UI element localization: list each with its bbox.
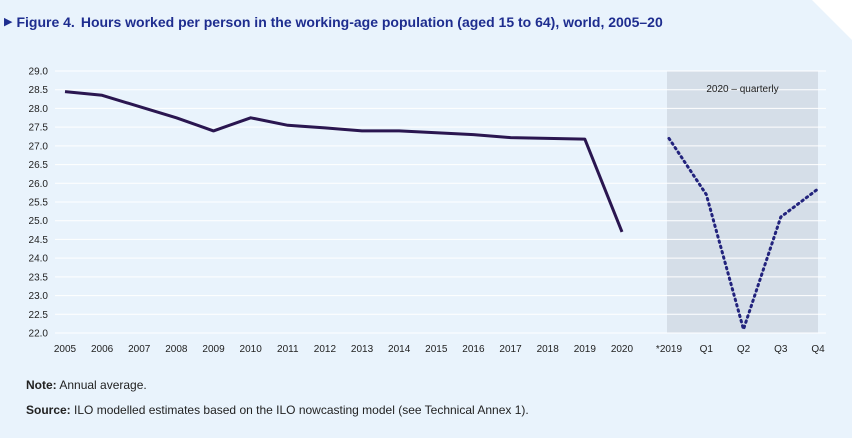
quarterly-panel-label: 2020 – quarterly (706, 84, 778, 95)
x-tick-label: 2015 (425, 344, 448, 355)
x-tick-label: 2008 (165, 344, 188, 355)
y-tick-label: 24.0 (29, 254, 49, 265)
y-tick-label: 27.0 (29, 141, 49, 152)
x-tick-label: 2017 (499, 344, 522, 355)
x-tick-label: 2013 (351, 344, 374, 355)
note-label: Note: (26, 378, 57, 392)
x-tick-label-quarterly: Q3 (774, 344, 788, 355)
x-tick-label: 2019 (574, 344, 597, 355)
y-tick-label: 25.5 (29, 198, 49, 209)
x-tick-label-quarterly: Q1 (700, 344, 714, 355)
y-tick-label: 23.0 (29, 291, 49, 302)
x-tick-label: 2016 (462, 344, 485, 355)
note-line: Note: Annual average. (26, 378, 147, 392)
note-text: Annual average. (56, 378, 147, 392)
y-tick-label: 23.5 (29, 272, 49, 283)
y-tick-label: 26.0 (29, 179, 49, 190)
quarterly-series-line (667, 136, 820, 335)
x-tick-label-quarterly: Q2 (737, 344, 751, 355)
x-tick-label: 2011 (277, 344, 299, 355)
figure-label: Figure 4. (16, 14, 75, 30)
source-line: Source: ILO modelled estimates based on … (26, 403, 529, 417)
x-tick-label: 2012 (314, 344, 337, 355)
x-tick-label: 2006 (91, 344, 114, 355)
figure-title: ▶ Figure 4. Hours worked per person in the… (4, 14, 844, 32)
y-tick-label: 26.5 (29, 160, 49, 171)
y-tick-label: 24.5 (29, 235, 49, 246)
source-label: Source: (26, 403, 71, 417)
x-tick-label: 2005 (54, 344, 77, 355)
source-text: ILO modelled estimates based on the ILO … (70, 403, 529, 417)
y-tick-label: 25.0 (29, 216, 49, 227)
y-tick-label: 22.0 (29, 329, 49, 340)
x-tick-label: 2014 (388, 344, 411, 355)
x-tick-label: 2020 (611, 344, 634, 355)
y-tick-label: 28.5 (29, 85, 49, 96)
x-tick-label: 2010 (240, 344, 263, 355)
y-tick-label: 27.5 (29, 123, 49, 134)
figure-title-text: Hours worked per person in the working-a… (80, 14, 663, 30)
x-tick-label: 2009 (202, 344, 225, 355)
annual-series-line (64, 90, 624, 233)
triangle-arrow-icon: ▶ (4, 16, 13, 28)
y-tick-label: 22.5 (29, 310, 49, 321)
y-tick-label: 28.0 (29, 104, 49, 115)
x-tick-label: 2007 (128, 344, 151, 355)
x-tick-label-quarterly: Q4 (811, 344, 825, 355)
x-tick-label: 2018 (537, 344, 560, 355)
x-tick-label-quarterly: *2019 (656, 344, 683, 355)
y-tick-label: 29.0 (29, 67, 49, 78)
